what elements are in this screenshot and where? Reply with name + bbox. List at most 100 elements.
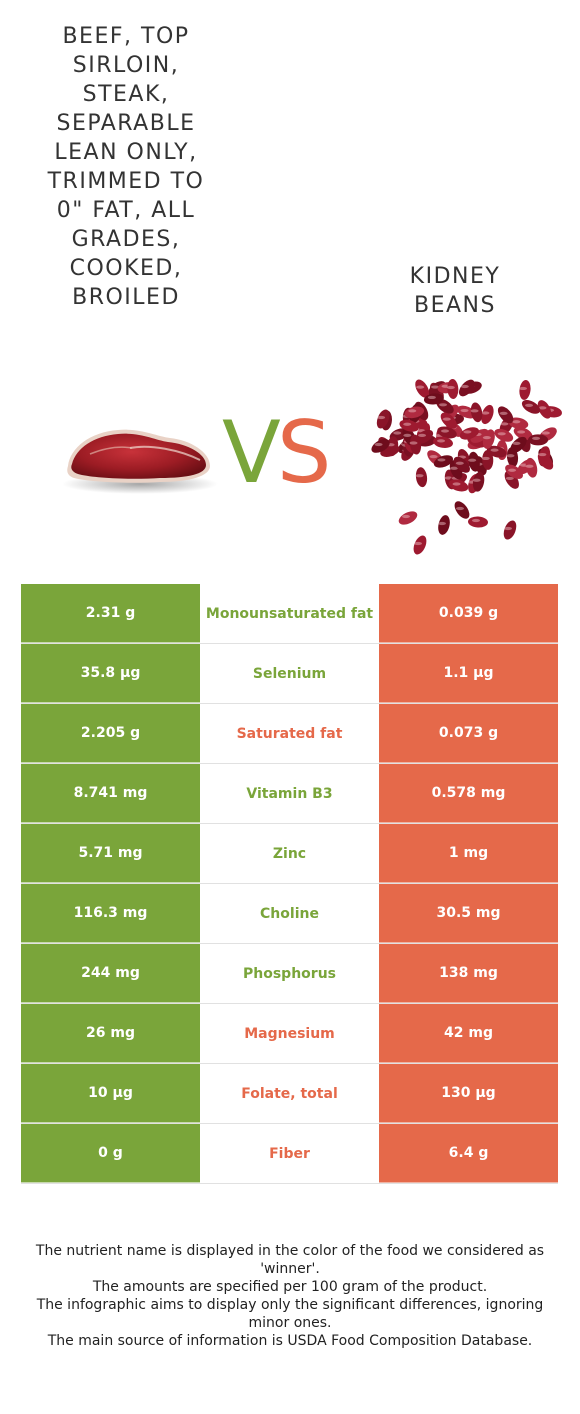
bean-highlight bbox=[450, 466, 459, 470]
bean-highlight bbox=[460, 408, 469, 413]
kidney-bean bbox=[415, 379, 430, 398]
left-value: 35.8 µg bbox=[21, 644, 200, 703]
table-row: 2.31 g Monounsaturated fat 0.039 g bbox=[21, 584, 558, 644]
right-value: 138 mg bbox=[379, 944, 558, 1003]
kidney-bean bbox=[447, 378, 459, 399]
bean-highlight bbox=[512, 441, 521, 445]
bean-highlight bbox=[418, 433, 427, 437]
kidney-bean bbox=[521, 399, 541, 414]
left-value: 244 mg bbox=[21, 944, 200, 1003]
kidney-bean bbox=[437, 426, 457, 439]
kidney-bean bbox=[472, 471, 485, 492]
kidney-bean bbox=[508, 417, 529, 430]
kidney-bean bbox=[525, 457, 538, 478]
bean-highlight bbox=[437, 439, 446, 443]
kidney-bean bbox=[453, 456, 470, 473]
kidney-bean bbox=[436, 398, 454, 414]
nutrient-name: Magnesium bbox=[200, 1004, 379, 1063]
bean-highlight bbox=[452, 482, 461, 486]
bean-highlight bbox=[490, 448, 499, 452]
vs-label: VS bbox=[222, 408, 331, 498]
right-food-title: KIDNEY BEANS bbox=[409, 264, 501, 318]
bean-highlight bbox=[504, 526, 512, 531]
nutrient-name: Phosphorus bbox=[200, 944, 379, 1003]
bean-highlight bbox=[538, 452, 547, 457]
kidney-bean bbox=[537, 400, 552, 419]
bean-highlight bbox=[497, 432, 506, 436]
right-value: 1.1 µg bbox=[379, 644, 558, 703]
footer-note-winner: The nutrient name is displayed in the co… bbox=[35, 1243, 545, 1277]
table-row: 35.8 µg Selenium 1.1 µg bbox=[21, 644, 558, 704]
left-value: 116.3 mg bbox=[21, 884, 200, 943]
bean-highlight bbox=[538, 406, 547, 410]
table-row: 10 µg Folate, total 130 µg bbox=[21, 1064, 558, 1124]
kidney-bean bbox=[468, 451, 480, 472]
nutrient-name: Choline bbox=[200, 884, 379, 943]
bean-highlight bbox=[517, 430, 526, 434]
kidney-bean bbox=[510, 436, 527, 453]
comparison-table: 2.31 g Monounsaturated fat 0.039 g 35.8 µg S… bbox=[21, 584, 558, 1184]
bean-highlight bbox=[414, 541, 422, 546]
kidney-bean bbox=[440, 412, 457, 429]
bean-highlight bbox=[456, 506, 464, 511]
bean-highlight bbox=[439, 403, 448, 407]
kidney-bean bbox=[398, 511, 418, 525]
bean-highlight bbox=[508, 468, 517, 472]
left-food-title: BEEF, TOP SIRLOIN, STEAK, SEPARABLE LEAN… bbox=[47, 24, 205, 310]
right-value: 42 mg bbox=[379, 1004, 558, 1063]
kidney-bean bbox=[503, 520, 517, 540]
beef-steak-icon bbox=[62, 429, 218, 494]
kidney-bean bbox=[423, 393, 444, 405]
kidney-bean bbox=[409, 434, 422, 455]
vs-s-letter: S bbox=[276, 403, 332, 503]
bean-highlight bbox=[415, 474, 424, 478]
bean-highlight bbox=[500, 422, 509, 426]
footer-note-amounts: The amounts are specified per 100 gram o… bbox=[92, 1279, 488, 1295]
kidney-bean bbox=[513, 426, 533, 440]
bean-highlight bbox=[532, 436, 541, 440]
bean-highlight bbox=[518, 386, 527, 391]
bean-highlight bbox=[455, 461, 464, 465]
bean-highlight bbox=[409, 441, 418, 445]
kidney-bean bbox=[448, 479, 469, 492]
bean-highlight bbox=[470, 409, 479, 413]
bean-highlight bbox=[438, 521, 446, 526]
bean-highlight bbox=[482, 436, 491, 440]
kidney-bean bbox=[413, 535, 427, 555]
bean-highlight bbox=[525, 403, 534, 407]
kidney-bean bbox=[438, 515, 450, 535]
table-row: 26 mg Magnesium 42 mg bbox=[21, 1004, 558, 1064]
kidney-beans-icon bbox=[371, 378, 562, 555]
table-row: 244 mg Phosphorus 138 mg bbox=[21, 944, 558, 1004]
table-row: 5.71 mg Zinc 1 mg bbox=[21, 824, 558, 884]
nutrient-name: Fiber bbox=[200, 1124, 379, 1183]
bean-highlight bbox=[505, 476, 514, 481]
bean-highlight bbox=[446, 385, 455, 390]
right-value: 0.578 mg bbox=[379, 764, 558, 823]
bean-highlight bbox=[472, 478, 481, 482]
right-value: 0.073 g bbox=[379, 704, 558, 763]
bean-highlight bbox=[408, 409, 417, 413]
nutrient-name: Zinc bbox=[200, 824, 379, 883]
nutrient-name: Saturated fat bbox=[200, 704, 379, 763]
bean-highlight bbox=[393, 431, 402, 435]
kidney-bean bbox=[470, 402, 483, 423]
kidney-bean bbox=[482, 449, 494, 470]
nutrient-name: Selenium bbox=[200, 644, 379, 703]
kidney-bean bbox=[538, 446, 551, 466]
kidney-bean bbox=[468, 516, 488, 528]
bean-highlight bbox=[429, 455, 438, 459]
kidney-bean bbox=[505, 464, 523, 479]
kidney-bean bbox=[433, 436, 453, 449]
kidney-bean bbox=[404, 406, 425, 419]
bean-highlight bbox=[512, 420, 521, 424]
left-value: 0 g bbox=[21, 1124, 200, 1183]
bean-highlight bbox=[403, 433, 412, 437]
bean-highlight bbox=[416, 385, 425, 389]
footer-note-source: The main source of information is USDA F… bbox=[47, 1333, 533, 1349]
bean-highlight bbox=[463, 430, 472, 434]
kidney-bean bbox=[415, 467, 428, 488]
bean-highlight bbox=[541, 431, 550, 435]
right-value: 130 µg bbox=[379, 1064, 558, 1123]
bean-highlight bbox=[481, 456, 490, 461]
